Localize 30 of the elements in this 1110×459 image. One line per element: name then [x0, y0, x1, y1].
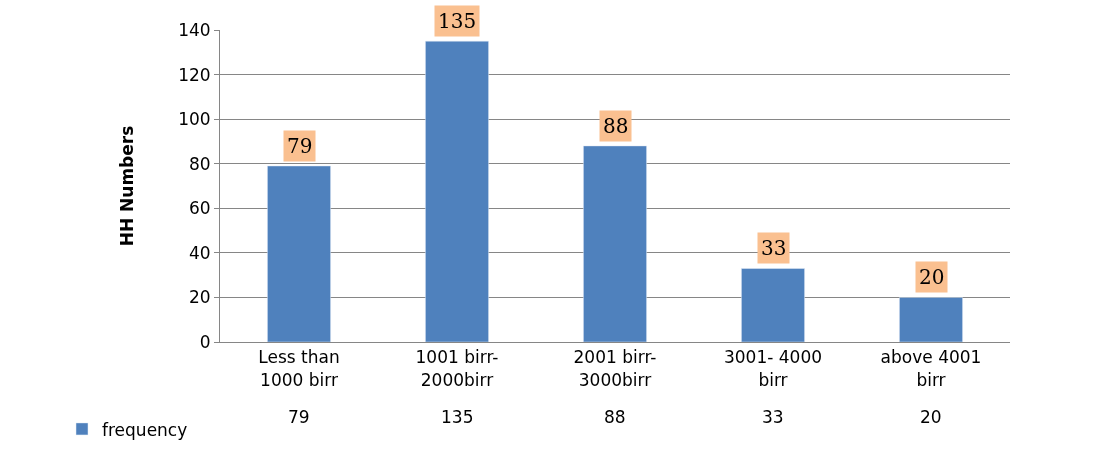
y-tick-label: 20: [188, 287, 211, 308]
x-tick-label: 1001 birr-2000birr: [415, 347, 499, 390]
bar: [899, 297, 963, 342]
bar: [741, 268, 805, 342]
x-tick-label: 2001 birr-3000birr: [573, 347, 657, 390]
y-tick-label: 0: [199, 331, 211, 352]
text: 33: [762, 407, 784, 427]
text: 79: [288, 407, 310, 427]
y-axis-title: HH Numbers: [116, 125, 137, 247]
bar: [267, 165, 331, 342]
y-tick-label: 40: [188, 242, 211, 263]
text: 20: [920, 407, 942, 427]
y-tick-label: 100: [178, 109, 211, 130]
text: 88: [604, 407, 626, 427]
data-label: 88: [603, 114, 629, 138]
bar: [425, 40, 489, 342]
legend-label: frequency: [102, 419, 188, 440]
y-tick-label: 120: [178, 64, 211, 85]
x-tick-label: Less than 1000 birr: [258, 347, 340, 390]
data-label: 135: [438, 9, 477, 33]
data-label: 20: [919, 265, 945, 289]
x-tick-label: above 4001 birr: [880, 347, 982, 390]
y-tick-label: 60: [188, 198, 211, 219]
y-tick-label: 140: [178, 19, 211, 40]
data-label: 79: [287, 134, 313, 158]
data-label: 33: [761, 236, 787, 260]
text: 135: [441, 407, 474, 427]
y-tick-label: 80: [188, 153, 211, 174]
bar: [583, 145, 647, 342]
x-tick-label: 3001- 4000 birr: [723, 347, 823, 390]
